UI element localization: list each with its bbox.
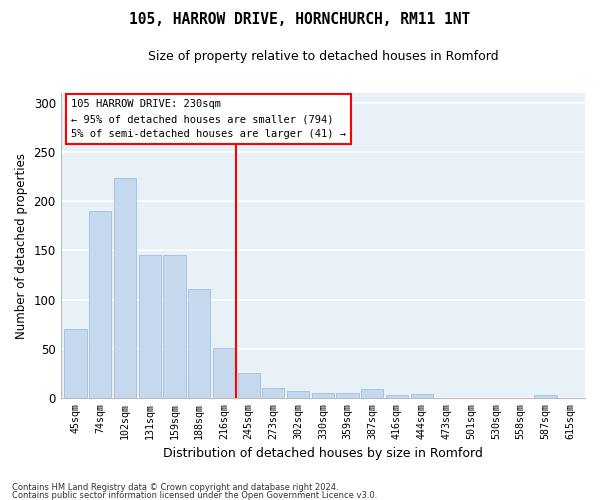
Bar — [386, 395, 408, 398]
Bar — [361, 389, 383, 398]
Bar — [89, 211, 112, 398]
Bar — [238, 374, 260, 398]
Bar — [337, 393, 359, 398]
Bar — [114, 178, 136, 398]
Bar — [312, 393, 334, 398]
Text: Contains HM Land Registry data © Crown copyright and database right 2024.: Contains HM Land Registry data © Crown c… — [12, 484, 338, 492]
Bar — [64, 329, 86, 398]
Text: 105 HARROW DRIVE: 230sqm
← 95% of detached houses are smaller (794)
5% of semi-d: 105 HARROW DRIVE: 230sqm ← 95% of detach… — [71, 100, 346, 139]
Title: Size of property relative to detached houses in Romford: Size of property relative to detached ho… — [148, 50, 498, 63]
Bar — [139, 256, 161, 398]
Bar — [188, 289, 210, 398]
Bar — [287, 391, 309, 398]
Bar — [213, 348, 235, 398]
Bar — [262, 388, 284, 398]
Y-axis label: Number of detached properties: Number of detached properties — [15, 152, 28, 338]
Text: Contains public sector information licensed under the Open Government Licence v3: Contains public sector information licen… — [12, 491, 377, 500]
Bar — [163, 256, 185, 398]
Text: 105, HARROW DRIVE, HORNCHURCH, RM11 1NT: 105, HARROW DRIVE, HORNCHURCH, RM11 1NT — [130, 12, 470, 28]
Bar — [410, 394, 433, 398]
X-axis label: Distribution of detached houses by size in Romford: Distribution of detached houses by size … — [163, 447, 483, 460]
Bar — [534, 395, 557, 398]
